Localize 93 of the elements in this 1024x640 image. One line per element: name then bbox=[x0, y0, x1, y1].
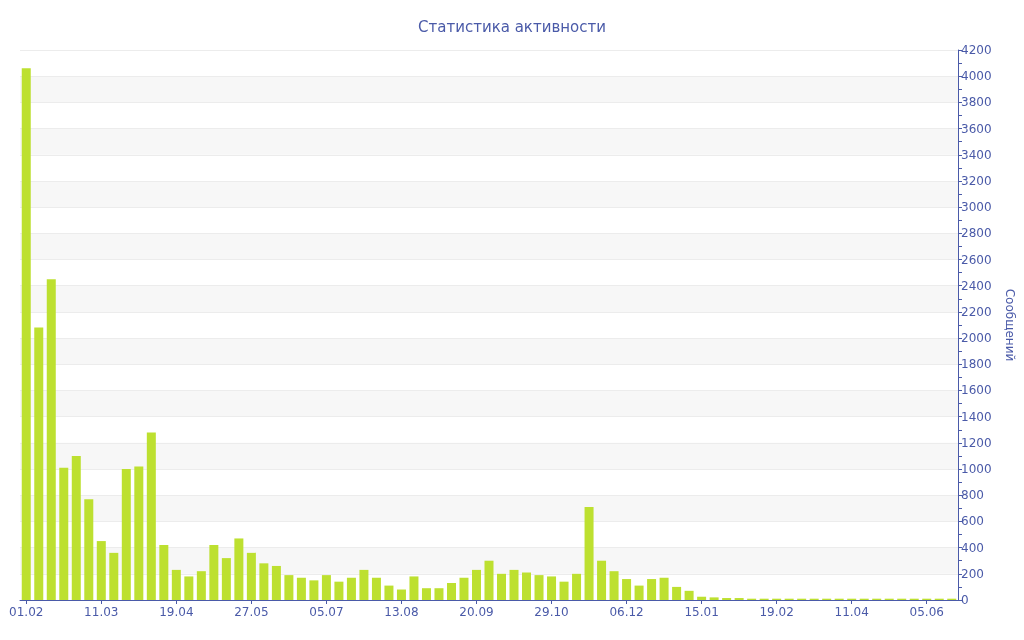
x-tick-label: 01.02 bbox=[9, 605, 44, 619]
bar bbox=[159, 545, 169, 600]
bar bbox=[396, 589, 406, 600]
x-tick-label: 11.04 bbox=[834, 605, 869, 619]
bar bbox=[221, 558, 231, 600]
x-tick-label: 20.09 bbox=[459, 605, 494, 619]
bar bbox=[572, 573, 582, 600]
bar bbox=[309, 580, 319, 600]
bar bbox=[522, 572, 532, 600]
chart-title: Статистика активности bbox=[418, 17, 606, 36]
bar bbox=[384, 585, 394, 600]
bar bbox=[209, 545, 219, 600]
x-tick-label: 29.10 bbox=[534, 605, 569, 619]
bar bbox=[46, 279, 56, 600]
bar bbox=[659, 577, 669, 600]
bar bbox=[71, 455, 81, 600]
bar bbox=[434, 588, 444, 600]
bar bbox=[547, 576, 557, 600]
bar bbox=[96, 541, 106, 600]
y-tick-label: 2600 bbox=[961, 252, 992, 267]
bar bbox=[21, 68, 31, 600]
bar bbox=[59, 467, 69, 600]
x-tick-label: 19.02 bbox=[759, 605, 794, 619]
bar bbox=[271, 565, 281, 600]
bar bbox=[121, 469, 131, 600]
bar bbox=[421, 588, 431, 600]
bar bbox=[446, 582, 456, 600]
y-tick-label: 800 bbox=[961, 488, 984, 503]
bar bbox=[697, 596, 707, 600]
bar bbox=[359, 569, 369, 600]
bar bbox=[34, 327, 44, 600]
x-tick-label: 06.12 bbox=[609, 605, 644, 619]
y-tick-label: 4200 bbox=[961, 43, 992, 57]
bar bbox=[634, 585, 644, 600]
y-tick-label: 3400 bbox=[961, 147, 992, 162]
bar bbox=[284, 575, 294, 600]
bar bbox=[321, 575, 331, 600]
y-tick-label: 200 bbox=[961, 566, 984, 581]
y-tick-label: 1600 bbox=[961, 383, 992, 398]
y-tick-label: 3200 bbox=[961, 173, 992, 188]
bar bbox=[184, 576, 194, 600]
x-tick-label: 05.07 bbox=[309, 605, 344, 619]
x-tick-label: 15.01 bbox=[684, 605, 719, 619]
bar bbox=[471, 569, 481, 600]
y-tick-label: 1200 bbox=[961, 435, 992, 450]
x-tick-label: 05.06 bbox=[909, 605, 944, 619]
bar bbox=[109, 552, 119, 600]
bar bbox=[672, 586, 682, 600]
bar bbox=[259, 563, 269, 600]
bar bbox=[296, 577, 306, 600]
y-tick-label: 3800 bbox=[961, 95, 992, 110]
x-tick-label: 13.08 bbox=[384, 605, 419, 619]
y-tick-label: 3000 bbox=[961, 200, 992, 215]
y-tick-label: 1800 bbox=[961, 357, 992, 372]
bar bbox=[171, 569, 181, 600]
bar bbox=[134, 466, 144, 600]
y-tick-label: 2200 bbox=[961, 304, 992, 319]
bar bbox=[234, 538, 244, 600]
y-tick-label: 1400 bbox=[961, 409, 992, 424]
bar bbox=[196, 571, 206, 600]
bar bbox=[459, 577, 469, 600]
bar bbox=[409, 576, 419, 600]
bar bbox=[246, 552, 256, 600]
bar bbox=[559, 581, 569, 600]
bar bbox=[647, 579, 657, 600]
bar bbox=[709, 597, 719, 600]
x-tick-label: 19.04 bbox=[159, 605, 194, 619]
y-tick-label: 0 bbox=[961, 593, 969, 607]
bar bbox=[622, 579, 632, 600]
bar bbox=[146, 432, 156, 600]
x-tick-label: 27.05 bbox=[234, 605, 269, 619]
y-tick-label: 2800 bbox=[961, 226, 992, 241]
x-tick-label: 11.03 bbox=[84, 605, 119, 619]
bar bbox=[84, 499, 94, 600]
bar bbox=[534, 575, 544, 600]
y-tick-label: 1000 bbox=[961, 462, 992, 477]
y-axis-title: Сообщений bbox=[1003, 288, 1017, 362]
bar bbox=[609, 571, 619, 600]
bar bbox=[509, 569, 519, 600]
y-tick-label: 2400 bbox=[961, 278, 992, 293]
y-tick-label: 2000 bbox=[961, 331, 992, 346]
bar bbox=[371, 577, 381, 600]
bar bbox=[346, 577, 356, 600]
y-tick-label: 4000 bbox=[961, 69, 992, 84]
y-tick-label: 3600 bbox=[961, 121, 992, 136]
y-tick-label: 400 bbox=[961, 540, 984, 555]
y-tick-label: 600 bbox=[961, 514, 984, 529]
bar bbox=[684, 590, 694, 600]
bar bbox=[497, 573, 507, 600]
bar bbox=[334, 581, 344, 600]
bar bbox=[597, 560, 607, 600]
bar bbox=[584, 507, 594, 600]
bar bbox=[484, 560, 494, 600]
